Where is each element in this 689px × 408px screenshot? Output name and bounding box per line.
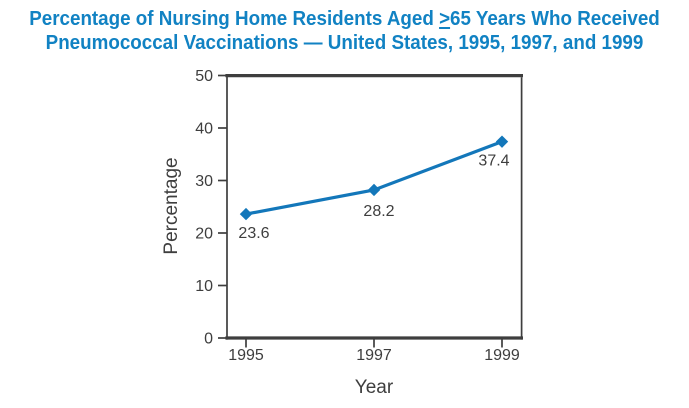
chart-title-line1-pre: Percentage of Nursing Home Residents Age… <box>29 8 440 30</box>
data-point-marker <box>239 207 253 221</box>
chart-title: Percentage of Nursing Home Residents Age… <box>21 7 669 55</box>
data-point-label: 37.4 <box>478 153 509 170</box>
x-tick-label: 1995 <box>228 347 264 364</box>
x-tick-label: 1997 <box>356 347 392 364</box>
data-point-marker <box>367 183 381 197</box>
y-tick-label: 40 <box>195 121 213 138</box>
y-tick-label: 30 <box>195 173 213 190</box>
chart-title-line1-post: 65 Years Who Received <box>450 8 660 30</box>
chart-title-line-2: Pneumococcal Vaccinations — United State… <box>45 32 644 54</box>
x-axis-title: Year <box>355 377 394 398</box>
data-point-labels: 23.6 28.2 37.4 <box>238 153 509 242</box>
chart-title-line-1: Percentage of Nursing Home Residents Age… <box>21 7 669 31</box>
y-tick-label: 0 <box>204 331 213 348</box>
data-point-marker <box>495 135 509 148</box>
data-point-markers <box>239 135 509 221</box>
data-point-label: 23.6 <box>238 225 269 242</box>
geq-symbol: > <box>439 8 451 30</box>
y-tick-label: 10 <box>195 278 213 295</box>
x-tick-label: 1999 <box>484 347 520 364</box>
y-tick-label: 50 <box>195 68 213 85</box>
y-axis-title: Percentage <box>161 157 182 254</box>
y-tick-label: 20 <box>195 226 213 243</box>
data-point-label: 28.2 <box>363 203 394 220</box>
